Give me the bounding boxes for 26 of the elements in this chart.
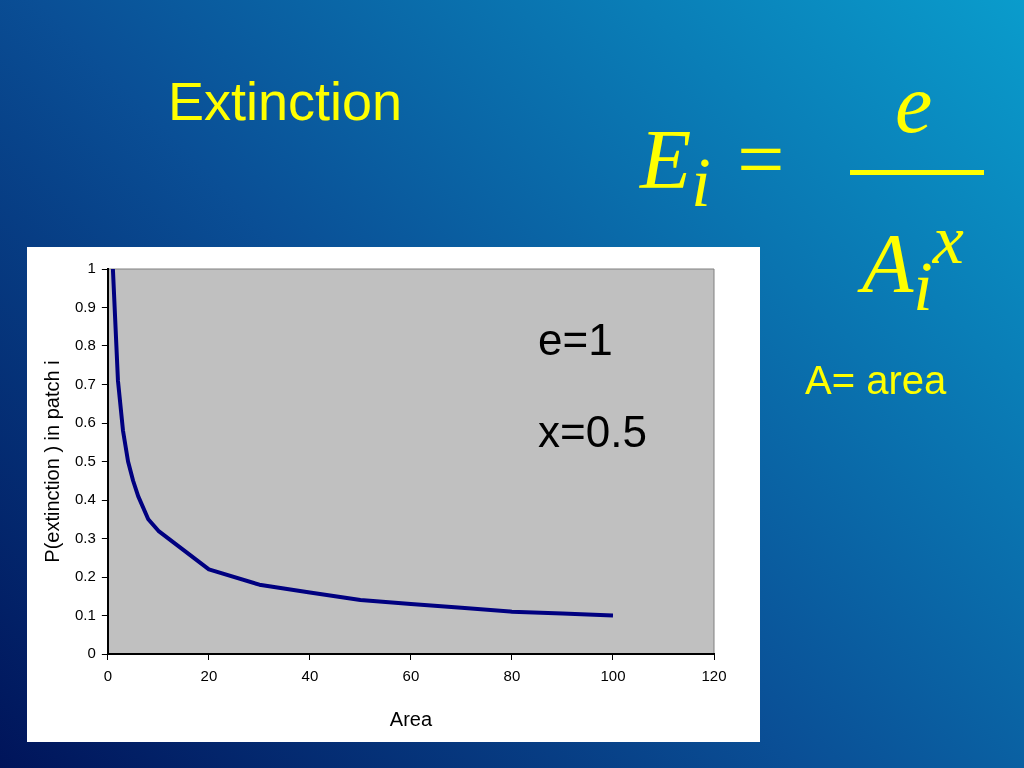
y-tick-label: 0.7 (74, 374, 96, 392)
y-tick-label: 0.6 (74, 413, 96, 431)
text: e (895, 57, 933, 150)
x-axis-title: Area (389, 707, 433, 730)
y-tick-label: 0.9 (74, 297, 96, 315)
x-tick-label: 40 (301, 667, 319, 685)
chart-title: Extinction (168, 71, 403, 131)
x-tick-label: 0 (103, 667, 113, 685)
y-tick-label: 0.3 (74, 528, 96, 546)
x-tick-label: 100 (600, 667, 626, 685)
x-tick-label: 120 (701, 667, 727, 685)
y-tick-label: 0.1 (74, 605, 96, 623)
x-tick-label: 20 (200, 667, 218, 685)
text: A= area (805, 358, 947, 402)
text: E$_{i}$ = (640, 113, 789, 221)
y-tick-label: 0 (87, 644, 96, 662)
y-tick-label: 0.4 (74, 490, 96, 508)
x-tick-label: 80 (503, 667, 521, 685)
y-axis-title: P(extinction ) in patch i (40, 360, 63, 563)
annotation: x=0.5 (538, 407, 647, 456)
annotation: e=1 (538, 315, 613, 364)
y-tick-label: 0.8 (74, 336, 96, 354)
y-tick-label: 1 (87, 259, 96, 277)
x-tick-label: 60 (402, 667, 420, 685)
y-tick-label: 0.5 (74, 451, 96, 469)
y-tick-label: 0.2 (74, 567, 96, 585)
